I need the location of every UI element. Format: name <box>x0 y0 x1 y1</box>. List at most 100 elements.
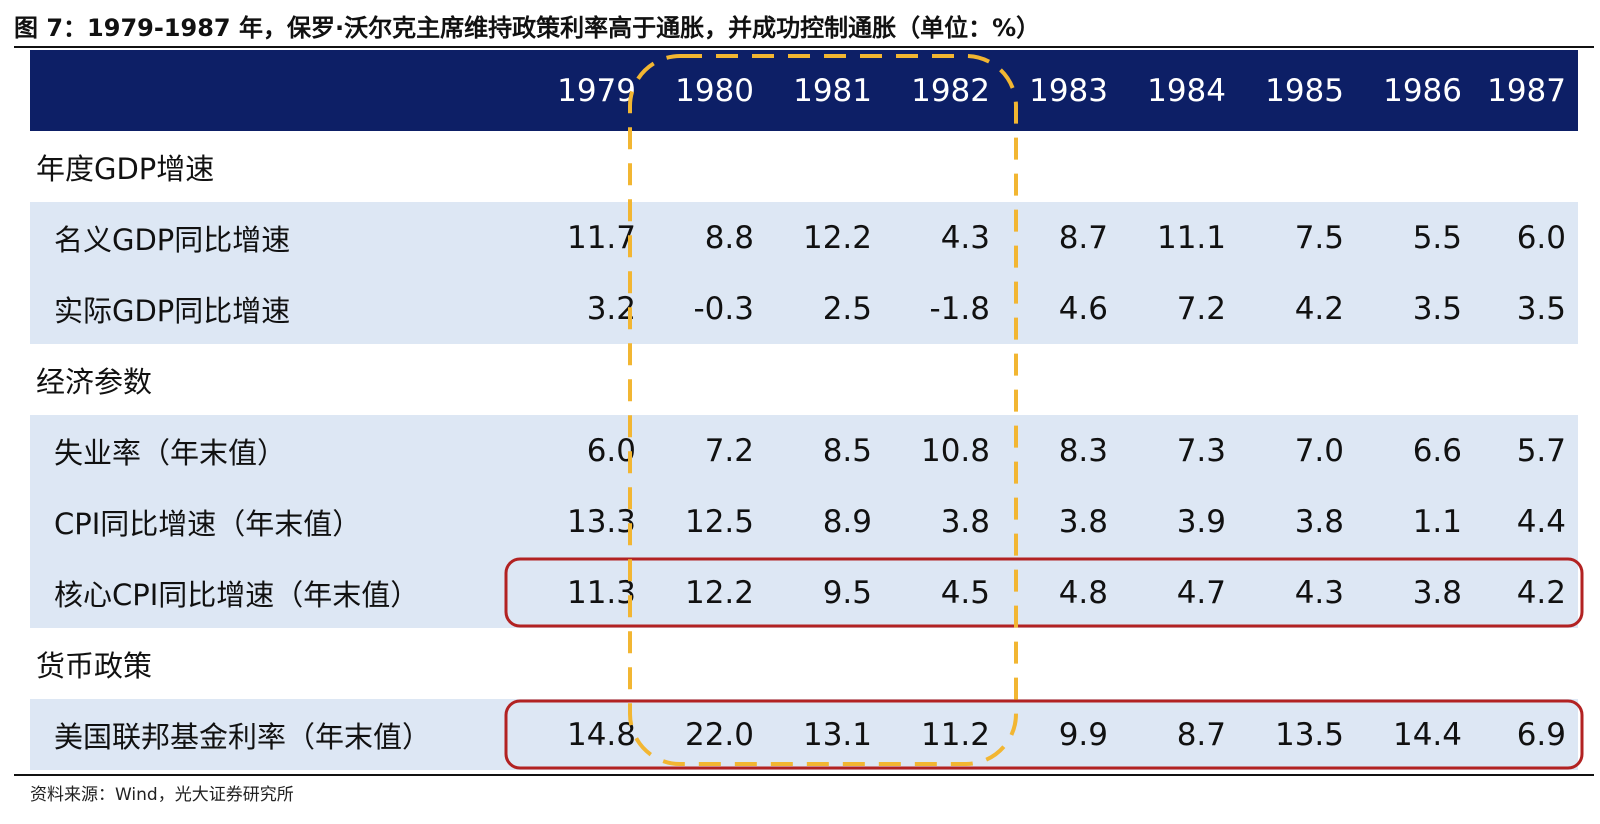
value-cell: 12.2 <box>684 574 754 611</box>
header-row: 1979 1980 1981 1982 1983 1984 1985 1986 1987 <box>30 50 1578 131</box>
value-cell: 6.0 <box>1516 219 1566 256</box>
value-cell: 22.0 <box>684 716 754 753</box>
value-cell: 3.5 <box>1516 290 1566 327</box>
column-header-1985: 1985 <box>1265 72 1344 109</box>
value-cell: 3.8 <box>940 503 990 540</box>
source-note: 资料来源：Wind，光大证券研究所 <box>30 785 294 805</box>
value-cell: 3.8 <box>1412 574 1462 611</box>
header-corner-cell <box>30 50 530 131</box>
empty-cell <box>1120 628 1238 699</box>
value-cell: 4.7 <box>1176 574 1226 611</box>
figure-title: 图 7：1979-1987 年，保罗·沃尔克主席维持政策利率高于通胀，并成功控制… <box>14 14 1041 42</box>
section-label: 货币政策 <box>36 648 153 683</box>
empty-cell <box>766 344 884 415</box>
empty-cell <box>1002 628 1120 699</box>
empty-cell <box>1356 131 1474 202</box>
value-cell: 3.8 <box>1294 503 1344 540</box>
value-cell: 13.3 <box>566 503 636 540</box>
section-row: 年度GDP增速 <box>30 131 1578 202</box>
value-cell: 7.2 <box>1176 290 1226 327</box>
table-row: 美国联邦基金利率（年末值） 14.8 22.0 13.1 11.2 9.9 8.7 13.5 1… <box>30 699 1578 770</box>
empty-cell <box>1474 344 1578 415</box>
empty-cell <box>1474 628 1578 699</box>
value-cell: 3.2 <box>586 290 636 327</box>
empty-cell <box>1238 628 1356 699</box>
empty-cell <box>1002 131 1120 202</box>
data-table-container: 1979 1980 1981 1982 1983 1984 1985 1986 1987 年度G… <box>30 50 1578 770</box>
value-cell: 4.3 <box>940 219 990 256</box>
value-cell: 13.1 <box>802 716 872 753</box>
empty-cell <box>530 131 648 202</box>
value-cell: 11.2 <box>920 716 990 753</box>
column-header-1979: 1979 <box>557 72 636 109</box>
value-cell: 7.3 <box>1176 432 1226 469</box>
value-cell: 14.4 <box>1392 716 1462 753</box>
column-header-1984: 1984 <box>1147 72 1226 109</box>
value-cell: 10.8 <box>920 432 990 469</box>
value-cell: 8.7 <box>1176 716 1226 753</box>
row-label: 失业率（年末值） <box>54 435 287 470</box>
value-cell: 12.2 <box>802 219 872 256</box>
bottom-divider <box>14 774 1594 776</box>
value-cell: 4.4 <box>1516 503 1566 540</box>
value-cell: -0.3 <box>693 290 755 327</box>
value-cell: 7.2 <box>704 432 754 469</box>
value-cell: 3.8 <box>1058 503 1108 540</box>
value-cell: -1.8 <box>929 290 991 327</box>
value-cell: 6.0 <box>586 432 636 469</box>
section-row: 经济参数 <box>30 344 1578 415</box>
empty-cell <box>1356 344 1474 415</box>
empty-cell <box>648 344 766 415</box>
row-label: CPI同比增速（年末值） <box>54 506 362 541</box>
value-cell: 4.6 <box>1058 290 1108 327</box>
empty-cell <box>530 628 648 699</box>
empty-cell <box>1238 344 1356 415</box>
empty-cell <box>766 628 884 699</box>
empty-cell <box>1474 131 1578 202</box>
value-cell: 5.7 <box>1516 432 1566 469</box>
section-label: 经济参数 <box>36 364 153 399</box>
row-label: 核心CPI同比增速（年末值） <box>54 577 420 612</box>
value-cell: 4.3 <box>1294 574 1344 611</box>
title-divider <box>14 46 1594 48</box>
table-body: 年度GDP增速 名义GDP同比增速 11.7 8.8 12.2 4.3 8.7 11.1 7.5… <box>30 131 1578 770</box>
value-cell: 8.7 <box>1058 219 1108 256</box>
value-cell: 4.5 <box>940 574 990 611</box>
value-cell: 6.6 <box>1412 432 1462 469</box>
value-cell: 3.9 <box>1176 503 1226 540</box>
value-cell: 9.9 <box>1058 716 1108 753</box>
section-label: 年度GDP增速 <box>36 151 215 186</box>
empty-cell <box>1238 131 1356 202</box>
table-row: 实际GDP同比增速 3.2 -0.3 2.5 -1.8 4.6 7.2 4.2 3.5 3.5 <box>30 273 1578 344</box>
value-cell: 5.5 <box>1412 219 1462 256</box>
value-cell: 8.8 <box>704 219 754 256</box>
row-label: 实际GDP同比增速 <box>54 293 291 328</box>
value-cell: 2.5 <box>822 290 872 327</box>
column-header-1983: 1983 <box>1029 72 1108 109</box>
empty-cell <box>1120 344 1238 415</box>
empty-cell <box>884 344 1002 415</box>
value-cell: 4.2 <box>1294 290 1344 327</box>
value-cell: 1.1 <box>1412 503 1462 540</box>
empty-cell <box>766 131 884 202</box>
value-cell: 11.3 <box>566 574 636 611</box>
value-cell: 6.9 <box>1516 716 1566 753</box>
value-cell: 9.5 <box>822 574 872 611</box>
value-cell: 8.3 <box>1058 432 1108 469</box>
empty-cell <box>884 131 1002 202</box>
table-row: 名义GDP同比增速 11.7 8.8 12.2 4.3 8.7 11.1 7.5 5.5 6.0 <box>30 202 1578 273</box>
value-cell: 13.5 <box>1274 716 1344 753</box>
value-cell: 4.2 <box>1516 574 1566 611</box>
column-header-1987: 1987 <box>1487 72 1566 109</box>
column-header-1981: 1981 <box>793 72 872 109</box>
value-cell: 14.8 <box>566 716 636 753</box>
value-cell: 8.9 <box>822 503 872 540</box>
value-cell: 11.7 <box>566 219 636 256</box>
table-row: 核心CPI同比增速（年末值） 11.3 12.2 9.5 4.5 4.8 4.7 4.3 3.8… <box>30 557 1578 628</box>
empty-cell <box>884 628 1002 699</box>
empty-cell <box>1120 131 1238 202</box>
column-header-1982: 1982 <box>911 72 990 109</box>
empty-cell <box>530 344 648 415</box>
value-cell: 7.5 <box>1294 219 1344 256</box>
value-cell: 12.5 <box>684 503 754 540</box>
